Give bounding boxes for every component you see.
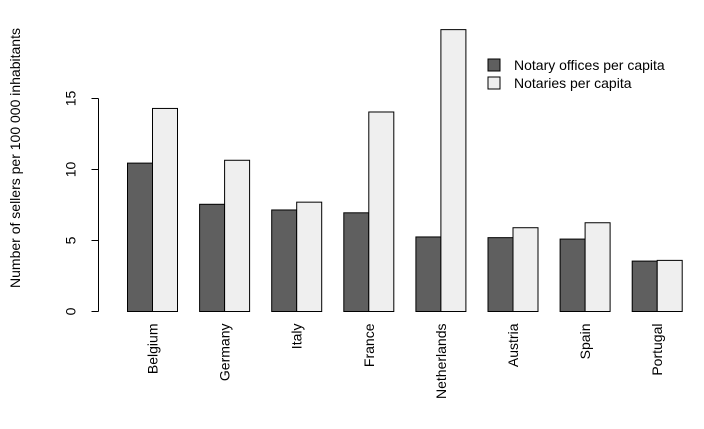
legend-swatch-notary-offices	[487, 58, 501, 72]
bar-germany-notary-offices	[199, 203, 226, 312]
bar-netherlands-notaries	[440, 29, 467, 312]
bar-spain-notaries	[584, 222, 611, 312]
x-label-belgium: Belgium	[145, 324, 161, 375]
bar-netherlands-notary-offices	[415, 236, 442, 312]
bars	[127, 29, 683, 313]
x-axis-labels: Belgium Germany Italy France Netherlands Aust…	[145, 323, 666, 399]
bar-austria-notaries	[512, 227, 539, 312]
bar-portugal-notaries	[656, 259, 683, 313]
bar-italy-notary-offices	[271, 209, 298, 312]
bar-belgium-notary-offices	[127, 162, 153, 312]
x-label-austria: Austria	[505, 323, 521, 367]
bar-portugal-notary-offices	[631, 260, 658, 312]
bar-france-notaries	[368, 111, 395, 312]
y-tick-label: 0	[63, 307, 79, 315]
bar-spain-notary-offices	[559, 238, 586, 312]
bar-austria-notary-offices	[487, 237, 514, 312]
y-tick-label: 10	[63, 162, 79, 178]
legend: Notary offices per capita Notaries per ca…	[487, 57, 665, 91]
legend-label-notaries: Notaries per capita	[514, 75, 632, 91]
x-label-portugal: Portugal	[649, 324, 665, 376]
y-tick-label: 15	[63, 91, 79, 107]
y-axis-label: Number of sellers per 100 000 inhabitant…	[7, 28, 23, 288]
x-label-spain: Spain	[577, 324, 593, 360]
bar-italy-notaries	[296, 201, 323, 312]
x-label-germany: Germany	[217, 324, 233, 382]
legend-label-notary-offices: Notary offices per capita	[514, 57, 665, 73]
x-label-netherlands: Netherlands	[433, 324, 449, 400]
legend-swatch-notaries	[487, 76, 501, 90]
x-label-italy: Italy	[289, 324, 305, 350]
x-label-france: France	[361, 323, 377, 367]
bar-belgium-notaries	[152, 107, 178, 312]
y-tick-label: 5	[63, 236, 79, 244]
bar-france-notary-offices	[343, 212, 370, 312]
y-axis: 0 5 10 15	[63, 91, 99, 315]
bar-germany-notaries	[224, 159, 251, 312]
